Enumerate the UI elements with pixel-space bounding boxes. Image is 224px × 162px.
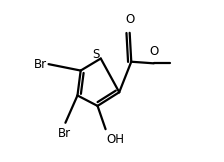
Text: S: S [92,47,100,61]
Text: O: O [125,13,135,26]
Text: O: O [149,45,158,58]
Text: OH: OH [106,133,124,146]
Text: Br: Br [58,127,71,140]
Text: Br: Br [34,58,47,71]
